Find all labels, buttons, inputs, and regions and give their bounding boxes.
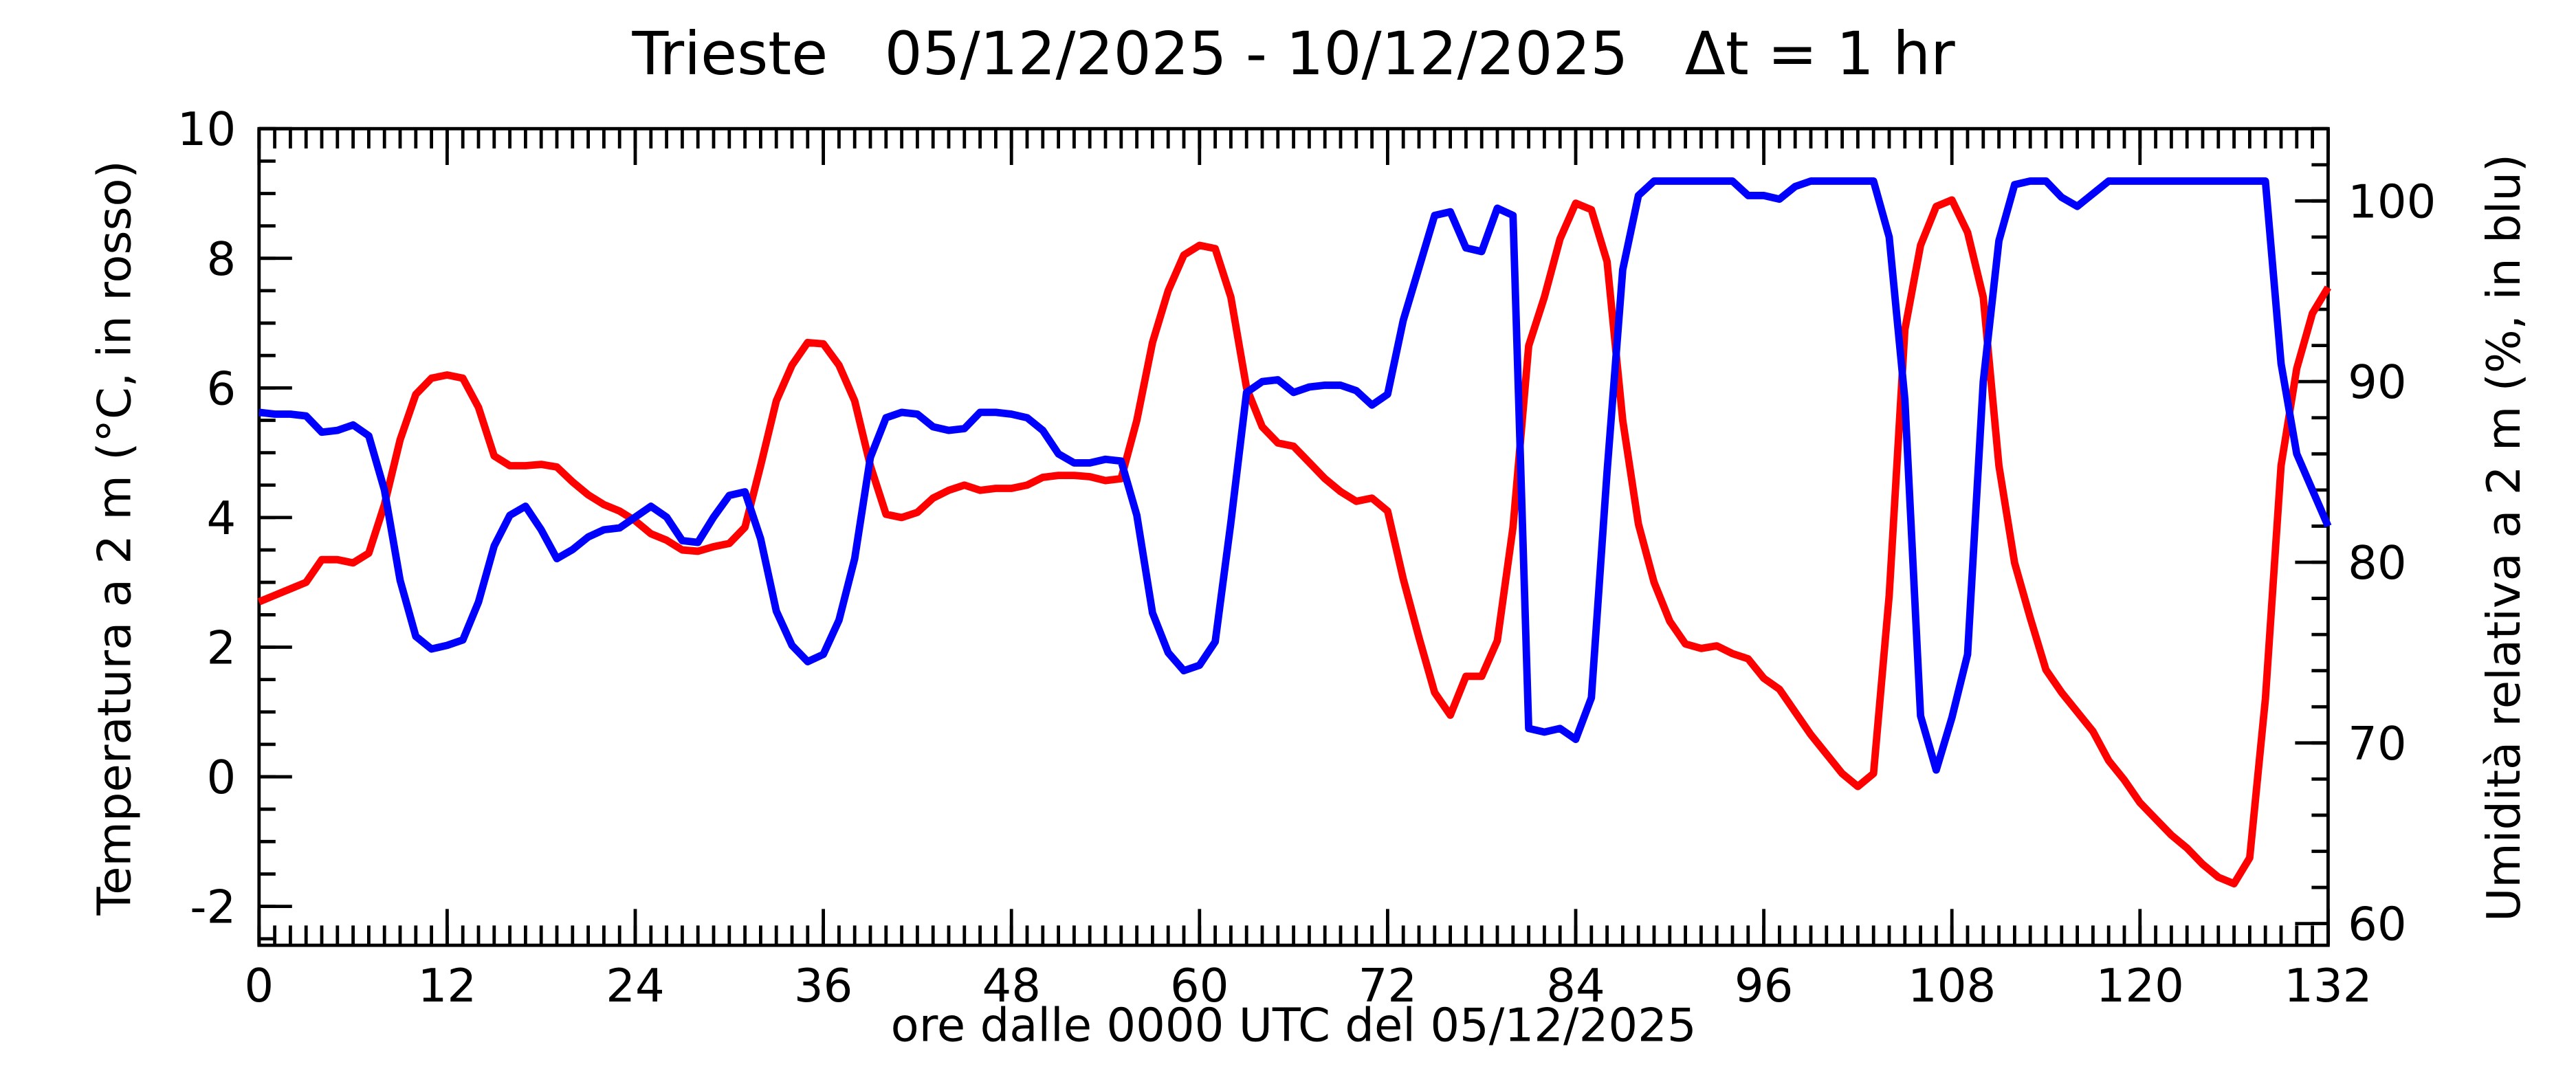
x-tick-label: 24	[606, 959, 665, 1013]
data-line	[258, 177, 2332, 774]
y-tick-label: 0	[206, 751, 236, 804]
y2-tick-label: 100	[2348, 175, 2436, 228]
chart-title: Trieste 05/12/2025 - 10/12/2025 Δt = 1 h…	[632, 20, 1956, 89]
y2-tick-label: 70	[2348, 717, 2407, 771]
y-tick-label: 10	[177, 102, 236, 156]
y-tick-label: 8	[206, 232, 236, 286]
x-tick-label: 84	[1546, 959, 1605, 1013]
y-tick-label: 6	[206, 362, 236, 415]
data-line	[257, 196, 2332, 888]
y2-axis-label: Umidità relativa a 2 m (%, in blu)	[2477, 154, 2531, 922]
x-tick-label: 60	[1170, 959, 1229, 1013]
x-tick-label: 72	[1358, 959, 1418, 1013]
x-tick-label: 36	[794, 959, 853, 1013]
x-tick-label: 132	[2284, 959, 2372, 1013]
y-tick-label: -2	[190, 881, 236, 934]
x-tick-label: 48	[982, 959, 1041, 1013]
x-tick-label: 0	[244, 959, 274, 1013]
y-tick-label: 2	[206, 621, 236, 674]
y2-tick-label: 80	[2348, 536, 2407, 590]
x-tick-label: 96	[1735, 959, 1793, 1013]
x-axis-label: ore dalle 0000 UTC del 05/12/2025	[891, 998, 1697, 1052]
y2-tick-label: 90	[2348, 355, 2407, 409]
y-axis-label: Temperatura a 2 m (°C, in rosso)	[88, 160, 142, 916]
plot-frame	[257, 126, 2330, 947]
y2-tick-label: 60	[2348, 898, 2407, 951]
x-tick-label: 120	[2096, 959, 2184, 1013]
x-tick-label: 12	[418, 959, 477, 1013]
y-tick-label: 4	[206, 491, 236, 545]
x-tick-label: 108	[1908, 959, 1996, 1013]
